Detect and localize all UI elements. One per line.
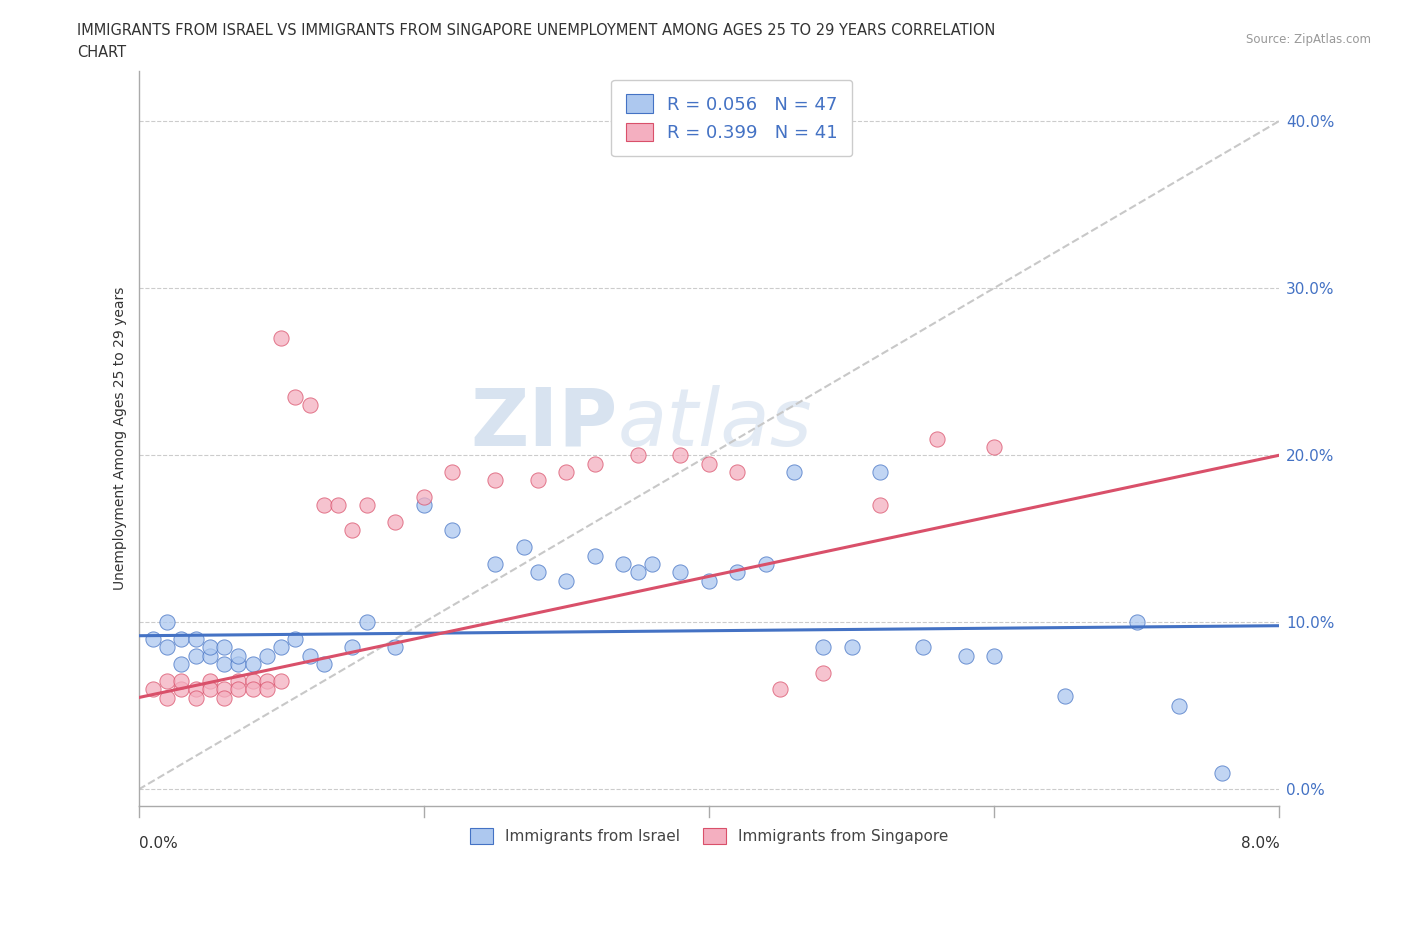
Point [612, 556, 634, 571]
Point [184, 690, 207, 705]
Point [555, 573, 578, 588]
Point [583, 456, 606, 471]
Point [869, 464, 891, 479]
Point [156, 615, 179, 630]
Legend: Immigrants from Israel, Immigrants from Singapore: Immigrants from Israel, Immigrants from … [464, 822, 955, 850]
Point [527, 472, 550, 487]
Point [284, 631, 307, 646]
Point [256, 648, 278, 663]
Point [156, 673, 179, 688]
Point [527, 565, 550, 579]
Point [811, 640, 834, 655]
Point [1125, 615, 1147, 630]
Point [484, 556, 506, 571]
Point [725, 464, 748, 479]
Point [212, 640, 235, 655]
Text: Source: ZipAtlas.com: Source: ZipAtlas.com [1246, 33, 1371, 46]
Point [412, 498, 434, 512]
Point [911, 640, 934, 655]
Point [242, 657, 264, 671]
Point [484, 472, 506, 487]
Point [755, 556, 778, 571]
Point [669, 447, 692, 462]
Text: CHART: CHART [77, 45, 127, 60]
Point [198, 640, 221, 655]
Point [1054, 688, 1077, 703]
Point [242, 682, 264, 697]
Point [841, 640, 863, 655]
Point [669, 565, 692, 579]
Point [512, 539, 534, 554]
Point [256, 682, 278, 697]
Point [256, 673, 278, 688]
Point [384, 514, 406, 529]
Point [811, 665, 834, 680]
Point [170, 682, 193, 697]
Text: ZIP: ZIP [471, 385, 617, 463]
Point [156, 690, 179, 705]
Point [198, 648, 221, 663]
Point [228, 648, 250, 663]
Point [228, 673, 250, 688]
Point [925, 432, 948, 446]
Y-axis label: Unemployment Among Ages 25 to 29 years: Unemployment Among Ages 25 to 29 years [114, 286, 128, 591]
Point [270, 331, 292, 346]
Point [769, 682, 792, 697]
Point [412, 489, 434, 504]
Point [641, 556, 664, 571]
Point [142, 631, 165, 646]
Point [212, 682, 235, 697]
Point [555, 464, 578, 479]
Point [228, 657, 250, 671]
Point [983, 439, 1005, 454]
Point [869, 498, 891, 512]
Point [583, 548, 606, 563]
Point [270, 673, 292, 688]
Point [1211, 765, 1233, 780]
Text: 8.0%: 8.0% [1240, 836, 1279, 851]
Point [156, 640, 179, 655]
Point [697, 573, 720, 588]
Point [955, 648, 977, 663]
Point [384, 640, 406, 655]
Point [170, 631, 193, 646]
Point [342, 640, 364, 655]
Point [170, 673, 193, 688]
Point [142, 682, 165, 697]
Point [228, 682, 250, 697]
Point [1168, 698, 1191, 713]
Point [983, 648, 1005, 663]
Point [312, 657, 335, 671]
Text: atlas: atlas [617, 385, 813, 463]
Point [697, 456, 720, 471]
Point [198, 673, 221, 688]
Point [725, 565, 748, 579]
Point [284, 390, 307, 405]
Point [627, 447, 650, 462]
Point [441, 523, 464, 538]
Point [441, 464, 464, 479]
Point [627, 565, 650, 579]
Point [184, 682, 207, 697]
Point [212, 690, 235, 705]
Point [184, 631, 207, 646]
Text: 0.0%: 0.0% [139, 836, 177, 851]
Point [212, 657, 235, 671]
Point [198, 682, 221, 697]
Point [783, 464, 806, 479]
Point [298, 398, 321, 413]
Point [356, 498, 378, 512]
Point [356, 615, 378, 630]
Point [342, 523, 364, 538]
Point [328, 498, 350, 512]
Point [184, 648, 207, 663]
Point [312, 498, 335, 512]
Point [242, 673, 264, 688]
Point [298, 648, 321, 663]
Text: IMMIGRANTS FROM ISRAEL VS IMMIGRANTS FROM SINGAPORE UNEMPLOYMENT AMONG AGES 25 T: IMMIGRANTS FROM ISRAEL VS IMMIGRANTS FRO… [77, 23, 995, 38]
Point [270, 640, 292, 655]
Point [170, 657, 193, 671]
